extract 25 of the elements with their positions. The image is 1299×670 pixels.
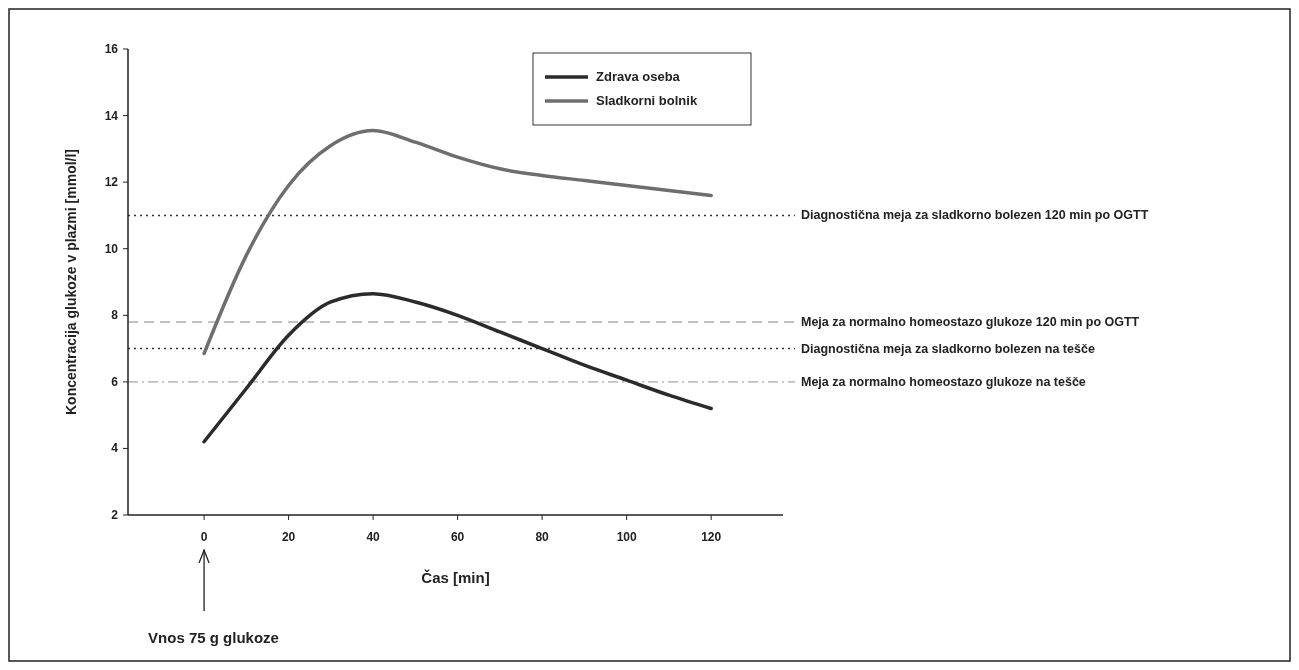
x-axis-title: Čas [min] [421,569,490,586]
legend-label: Sladkorni bolnik [596,93,698,108]
y-tick-label: 6 [111,374,119,389]
x-tick-label: 120 [701,530,722,544]
x-tick-label: 0 [200,530,208,544]
legend-label: Zdrava oseba [596,69,681,84]
text: Vnos 75 g glukoze [148,629,279,646]
y-axis-title: Koncentracija glukoze v plazmi [mmol/l] [63,148,79,416]
y-tick-label: 12 [104,175,119,190]
y-tick-label: 14 [104,108,119,123]
x-tick-label: 40 [366,530,381,544]
ref-line-label: Diagnostična meja za sladkorno bolezen na tešče [801,341,1095,356]
ref-line-label: Meja za normalno homeostazo glukoze na tešče [801,374,1086,389]
x-tick-label: 100 [616,530,637,544]
y-tick-label: 4 [111,441,119,456]
y-tick-label: 2 [111,508,119,522]
line-series [202,128,713,356]
x-tick-label: 20 [281,530,296,544]
x-tick-label: 60 [450,530,465,544]
ref-line-label: Diagnostična meja za sladkorno bolezen 120 min po OGTT [801,208,1149,223]
y-tick-label: 10 [104,241,119,256]
x-tick-label: 80 [535,530,550,544]
y-tick-label: 8 [111,308,119,323]
ref-line-label: Meja za normalno homeostazo glukoze 120 min po OGTT [801,314,1140,329]
y-tick-label: 16 [104,42,119,56]
